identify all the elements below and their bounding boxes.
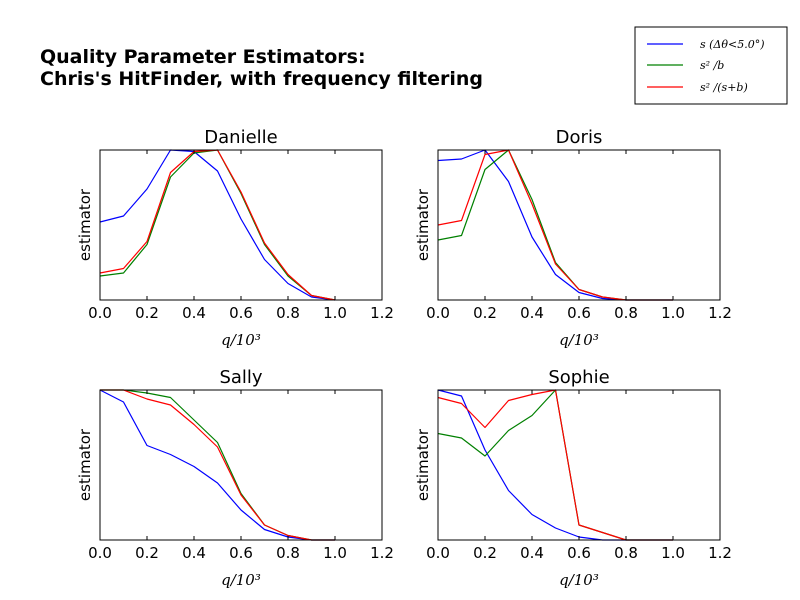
x-tick-label-sophie-5: 1.0 <box>661 544 685 562</box>
x-tick-label-doris-4: 0.8 <box>614 304 638 322</box>
legend-label-s2-over-b: s² /b <box>700 59 724 72</box>
panel-title-sophie: Sophie <box>548 367 609 388</box>
x-tick-label-danielle-6: 1.2 <box>370 304 394 322</box>
x-tick-label-sally-2: 0.4 <box>182 544 206 562</box>
series-line-danielle-0 <box>99 149 336 301</box>
x-tick-label-sophie-3: 0.6 <box>567 544 591 562</box>
subplot-doris: 0.0 0.2 0.4 0.6 0.8 1.0 1.2 Doris q/10³ estimator <box>414 127 732 349</box>
x-tick-label-danielle-0: 0.0 <box>88 304 112 322</box>
panel-title-danielle: Danielle <box>204 127 277 148</box>
x-tick-label-sophie-0: 0.0 <box>426 544 450 562</box>
x-tick-label-doris-2: 0.4 <box>520 304 544 322</box>
subplot-danielle: 0.0 0.2 0.4 0.6 0.8 1.0 1.2 Danielle q/10³ estima… <box>76 127 394 349</box>
y-axis-label-danielle: estimator <box>76 188 94 261</box>
subplot-sally: 0.0 0.2 0.4 0.6 0.8 1.0 1.2 Sally q/10³ estimator <box>76 367 394 589</box>
x-tick-label-doris-3: 0.6 <box>567 304 591 322</box>
x-tick-label-sally-1: 0.2 <box>135 544 159 562</box>
x-tick-label-doris-6: 1.2 <box>708 304 732 322</box>
series-line-sally-2 <box>100 389 335 541</box>
x-axis-label-doris: q/10³ <box>559 331 599 349</box>
x-axis-label-sally: q/10³ <box>221 571 261 589</box>
x-tick-label-sally-4: 0.8 <box>276 544 300 562</box>
x-tick-label-sally-6: 1.2 <box>370 544 394 562</box>
x-tick-label-danielle-3: 0.6 <box>229 304 253 322</box>
x-tick-label-sophie-6: 1.2 <box>708 544 732 562</box>
x-axis-label-sophie: q/10³ <box>559 571 599 589</box>
x-tick-label-doris-1: 0.2 <box>473 304 497 322</box>
subplot-grid: 0.0 0.2 0.4 0.6 0.8 1.0 1.2 Danielle q/10³ estima… <box>76 127 732 589</box>
series-line-sally-0 <box>99 389 335 541</box>
legend-label-s: s (Δθ<5.0°) <box>700 38 765 51</box>
figure-title-line-1: Quality Parameter Estimators: <box>40 46 366 68</box>
x-tick-label-sally-3: 0.6 <box>229 544 253 562</box>
y-axis-label-doris: estimator <box>414 188 432 261</box>
x-tick-label-danielle-1: 0.2 <box>135 304 159 322</box>
x-tick-label-sophie-2: 0.4 <box>520 544 544 562</box>
x-tick-label-sally-5: 1.0 <box>323 544 347 562</box>
legend-label-s2-over-s-plus-b: s² /(s+b) <box>700 81 748 94</box>
x-tick-label-danielle-5: 1.0 <box>323 304 347 322</box>
legend: s (Δθ<5.0°) s² /b s² /(s+b) <box>634 26 788 105</box>
x-axis-label-danielle: q/10³ <box>221 331 261 349</box>
x-tick-label-danielle-4: 0.8 <box>276 304 300 322</box>
panel-title-doris: Doris <box>556 127 603 148</box>
x-tick-label-doris-5: 1.0 <box>661 304 685 322</box>
x-tick-label-doris-0: 0.0 <box>426 304 450 322</box>
y-axis-label-sally: estimator <box>76 428 94 501</box>
x-tick-label-sally-0: 0.0 <box>88 544 112 562</box>
x-tick-label-sophie-4: 0.8 <box>614 544 638 562</box>
y-axis-label-sophie: estimator <box>414 428 432 501</box>
panel-title-sally: Sally <box>219 367 262 388</box>
subplot-sophie: 0.0 0.2 0.4 0.6 0.8 1.0 1.2 Sophie q/10³ estimato… <box>414 367 732 589</box>
x-tick-label-danielle-2: 0.4 <box>182 304 206 322</box>
x-tick-label-sophie-1: 0.2 <box>473 544 497 562</box>
figure-title-line-2: Chris's HitFinder, with frequency filter… <box>40 68 483 90</box>
